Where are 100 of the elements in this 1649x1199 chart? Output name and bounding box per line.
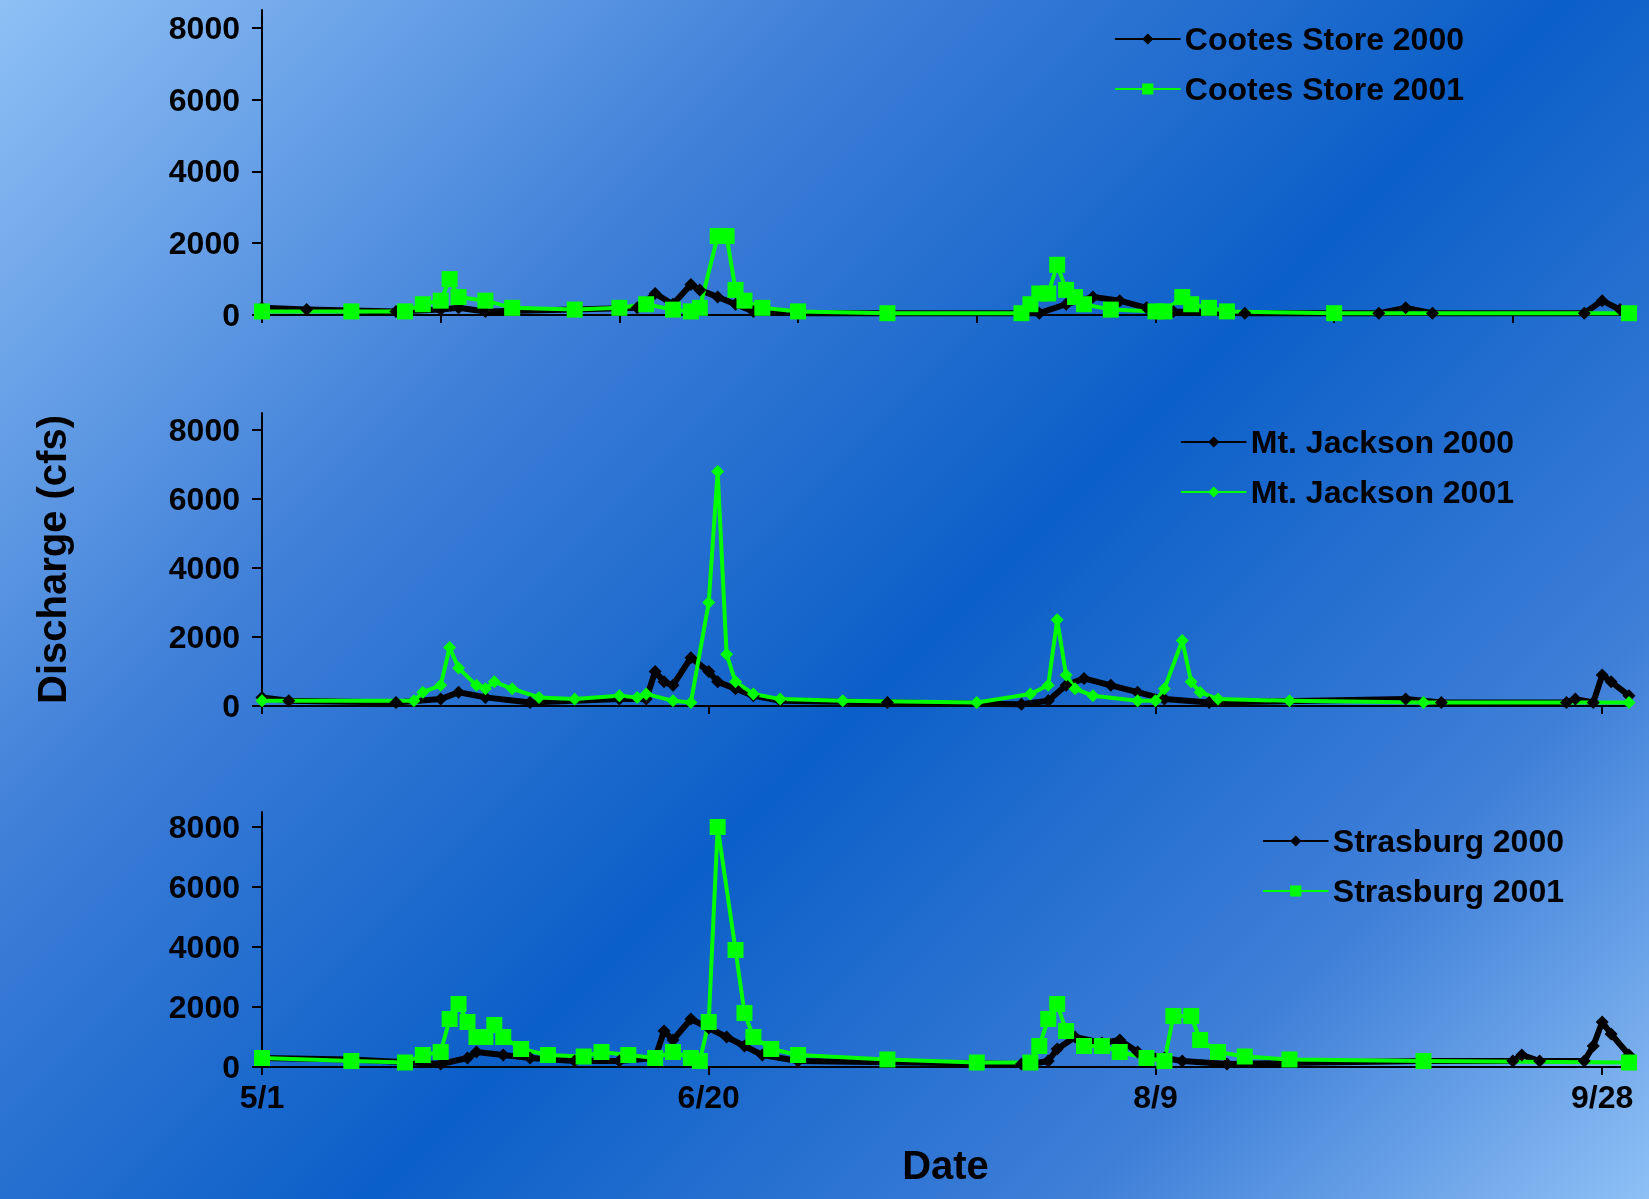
point xyxy=(1193,685,1207,699)
point xyxy=(1621,305,1637,322)
point xyxy=(1533,1054,1547,1068)
point xyxy=(879,305,896,322)
point xyxy=(1577,306,1591,320)
point xyxy=(684,278,698,291)
legend-label: Mt. Jackson 2001 xyxy=(1250,474,1514,510)
point xyxy=(1077,671,1091,685)
point xyxy=(736,292,753,309)
x-tick-label: 6/20 xyxy=(677,1079,740,1115)
point xyxy=(691,299,708,316)
point xyxy=(1621,1054,1637,1071)
point xyxy=(657,675,671,689)
point xyxy=(443,640,457,654)
point xyxy=(1023,687,1037,701)
point xyxy=(1165,1008,1182,1024)
point xyxy=(487,675,501,689)
point xyxy=(1238,306,1252,320)
point xyxy=(1040,285,1057,302)
point xyxy=(720,647,734,661)
point xyxy=(450,996,467,1012)
point xyxy=(880,696,894,710)
y-tick-label: 4000 xyxy=(168,929,240,965)
x-axis-title: Date xyxy=(902,1143,989,1187)
point xyxy=(1595,668,1609,682)
point xyxy=(1086,689,1100,703)
point xyxy=(720,1030,734,1044)
point xyxy=(441,271,458,288)
point xyxy=(666,678,680,692)
point xyxy=(416,685,430,699)
point xyxy=(1281,1051,1298,1068)
point xyxy=(469,678,483,692)
point xyxy=(1425,306,1439,320)
point xyxy=(968,1054,985,1071)
legend-label: Cootes Store 2001 xyxy=(1184,71,1464,107)
point xyxy=(1399,692,1413,706)
point xyxy=(1622,696,1636,710)
point xyxy=(414,296,431,313)
x-tick-label: 9/28 xyxy=(1571,1079,1634,1115)
y-tick-label: 8000 xyxy=(168,9,240,46)
y-tick-label: 2000 xyxy=(168,619,240,656)
point xyxy=(970,696,984,710)
point xyxy=(611,299,628,316)
point xyxy=(1236,1048,1253,1065)
legend-label: Strasburg 2000 xyxy=(1332,823,1564,859)
point xyxy=(1595,294,1609,308)
point xyxy=(343,303,360,320)
point xyxy=(745,1029,762,1045)
y-tick-label: 8000 xyxy=(168,809,240,845)
y-tick-label: 0 xyxy=(222,1049,240,1085)
point xyxy=(1192,1032,1209,1048)
point xyxy=(477,292,494,309)
point xyxy=(469,1045,483,1059)
point xyxy=(754,299,771,316)
point xyxy=(702,665,716,679)
point xyxy=(1049,256,1066,273)
point xyxy=(1568,692,1582,706)
point xyxy=(504,299,521,316)
point xyxy=(505,682,519,696)
legend-label: Strasburg 2001 xyxy=(1332,873,1564,909)
point xyxy=(1218,303,1235,320)
point xyxy=(414,1047,431,1063)
point xyxy=(711,290,725,304)
point xyxy=(255,694,269,708)
point xyxy=(513,1041,530,1057)
point xyxy=(1148,694,1162,708)
point xyxy=(1102,301,1119,318)
point xyxy=(709,819,726,835)
point xyxy=(630,690,644,704)
y-tick-label: 2000 xyxy=(168,225,240,262)
point xyxy=(407,694,421,708)
y-tick-label: 6000 xyxy=(168,481,240,518)
legend-label: Mt. Jackson 2000 xyxy=(1250,424,1514,460)
point xyxy=(763,1041,780,1057)
point xyxy=(1577,1054,1591,1068)
point xyxy=(1058,1023,1075,1039)
point xyxy=(1586,696,1600,710)
point xyxy=(1417,696,1430,710)
point xyxy=(441,1011,458,1027)
point xyxy=(452,685,466,699)
point xyxy=(434,678,448,692)
point xyxy=(1049,996,1066,1012)
y-tick-label: 8000 xyxy=(168,412,240,449)
point xyxy=(539,1047,556,1063)
point xyxy=(790,1047,807,1063)
x-tick-label: 8/9 xyxy=(1133,1079,1178,1115)
point xyxy=(684,651,698,665)
y-tick-label: 6000 xyxy=(168,81,240,118)
point xyxy=(666,694,680,708)
point xyxy=(1093,1038,1110,1054)
point xyxy=(1506,1054,1520,1068)
point xyxy=(693,283,707,297)
point xyxy=(1031,1038,1048,1054)
point xyxy=(450,289,467,306)
point xyxy=(1138,1050,1155,1066)
point xyxy=(727,942,744,958)
point xyxy=(684,696,698,710)
point xyxy=(1157,682,1171,696)
point xyxy=(1041,678,1055,692)
point xyxy=(729,675,743,689)
